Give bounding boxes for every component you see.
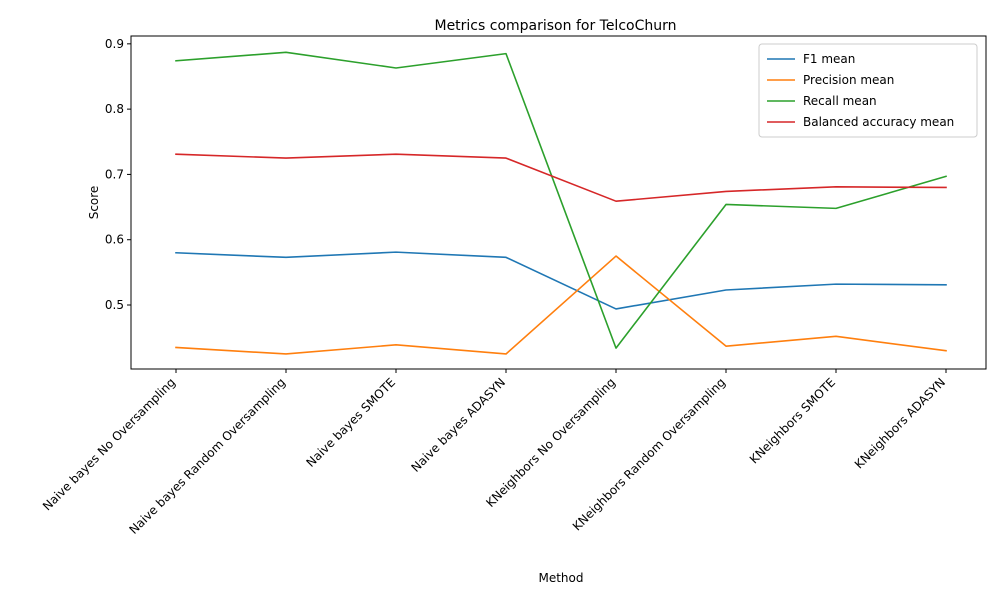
series-layer (175, 51, 947, 355)
series-line-3 (175, 153, 947, 202)
series-line-2 (175, 51, 947, 349)
plot-frame (130, 35, 987, 370)
legend-label: Precision mean (803, 73, 894, 87)
series-line-0 (175, 251, 947, 310)
y-axis: 0.5 0.6 0.7 0.8 0.9 (105, 37, 131, 312)
y-tick-label: 0.6 (105, 233, 124, 247)
x-tick-label: KNeighbors No Oversampling (483, 375, 618, 510)
series-line-1 (175, 255, 947, 355)
y-axis-label: Score (87, 186, 101, 220)
legend-label: Recall mean (803, 94, 877, 108)
x-tick-label: Naive bayes ADASYN (409, 375, 509, 475)
y-tick-label: 0.9 (105, 37, 124, 51)
y-tick-label: 0.5 (105, 298, 124, 312)
x-tick-label: Naive bayes No Oversampling (40, 375, 178, 513)
y-tick-label: 0.7 (105, 167, 124, 181)
chart-title: Metrics comparison for TelcoChurn (434, 18, 676, 34)
legend: F1 mean Precision mean Recall mean Balanced… (758, 43, 978, 138)
x-tick-label: KNeighbors SMOTE (747, 375, 838, 466)
y-tick-label: 0.8 (105, 102, 124, 116)
legend-box (758, 43, 978, 138)
x-tick-label: Naive bayes SMOTE (304, 375, 399, 470)
legend-label: F1 mean (803, 52, 855, 66)
legend-label: Balanced accuracy mean (803, 115, 954, 129)
x-tick-label: KNeighbors ADASYN (852, 375, 948, 471)
x-axis-label: Method (538, 571, 583, 585)
